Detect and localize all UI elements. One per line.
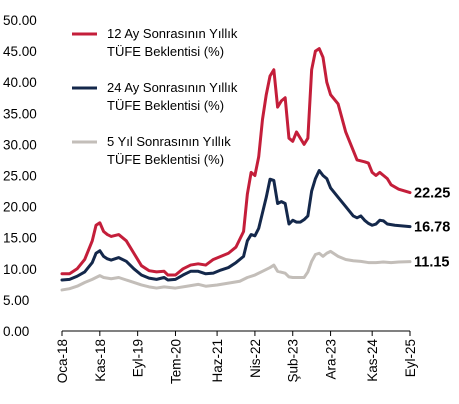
y-tick-label: 20.00 xyxy=(3,200,37,215)
series-line xyxy=(60,47,412,277)
y-tick-label: 30.00 xyxy=(3,137,37,152)
legend-label: 24 Ay Sonrasının Yıllık TÜFE Beklentisi (… xyxy=(107,80,238,113)
x-tick-label: Tem-20 xyxy=(168,339,183,384)
end-value-label: 16.78 xyxy=(414,220,450,236)
x-tick-label: Kas-18 xyxy=(93,339,108,382)
y-tick-label: 0.00 xyxy=(3,324,29,339)
legend-label: 5 Yıl Sonrasının Yıllık TÜFE Beklentisi (… xyxy=(107,134,231,167)
y-tick-label: 25.00 xyxy=(3,169,37,184)
x-tick-label: Nis-22 xyxy=(248,339,263,378)
y-tick-label: 45.00 xyxy=(3,44,37,59)
x-tick-label: Eyl-25 xyxy=(403,339,418,377)
x-tick-label: Kas-24 xyxy=(365,339,380,382)
y-tick-label: 40.00 xyxy=(3,75,37,90)
end-value-label: 22.25 xyxy=(414,186,450,202)
x-axis: Oca-18 Kas-18 Eyl-19 Tem-20 Haz-21 Nis-22 Şub-… xyxy=(55,330,418,384)
y-tick-label: 5.00 xyxy=(3,293,29,308)
legend: 12 Ay Sonrasının Yıllık TÜFE Beklentisi (… xyxy=(72,26,238,167)
legend-label: 12 Ay Sonrasının Yıllık TÜFE Beklentisi (… xyxy=(107,26,238,59)
series-layer xyxy=(60,47,412,292)
y-tick-label: 10.00 xyxy=(3,262,37,277)
series-line xyxy=(60,169,412,282)
x-tick-label: Şub-23 xyxy=(286,339,301,383)
y-tick-label: 50.00 xyxy=(3,13,37,28)
y-axis: 0.00 5.00 10.00 15.00 20.00 25.00 30.00 35.00 40… xyxy=(3,13,37,339)
y-tick-label: 35.00 xyxy=(3,106,37,121)
end-labels: 22.25 16.78 11.15 xyxy=(414,186,450,271)
x-tick-label: Oca-18 xyxy=(55,339,70,383)
series-line xyxy=(60,249,412,292)
x-tick-label: Eyl-19 xyxy=(131,339,146,377)
x-tick-label: Haz-21 xyxy=(210,339,225,383)
end-value-label: 11.15 xyxy=(414,255,450,271)
y-tick-label: 15.00 xyxy=(3,231,37,246)
x-tick-label: Ara-23 xyxy=(324,339,339,380)
